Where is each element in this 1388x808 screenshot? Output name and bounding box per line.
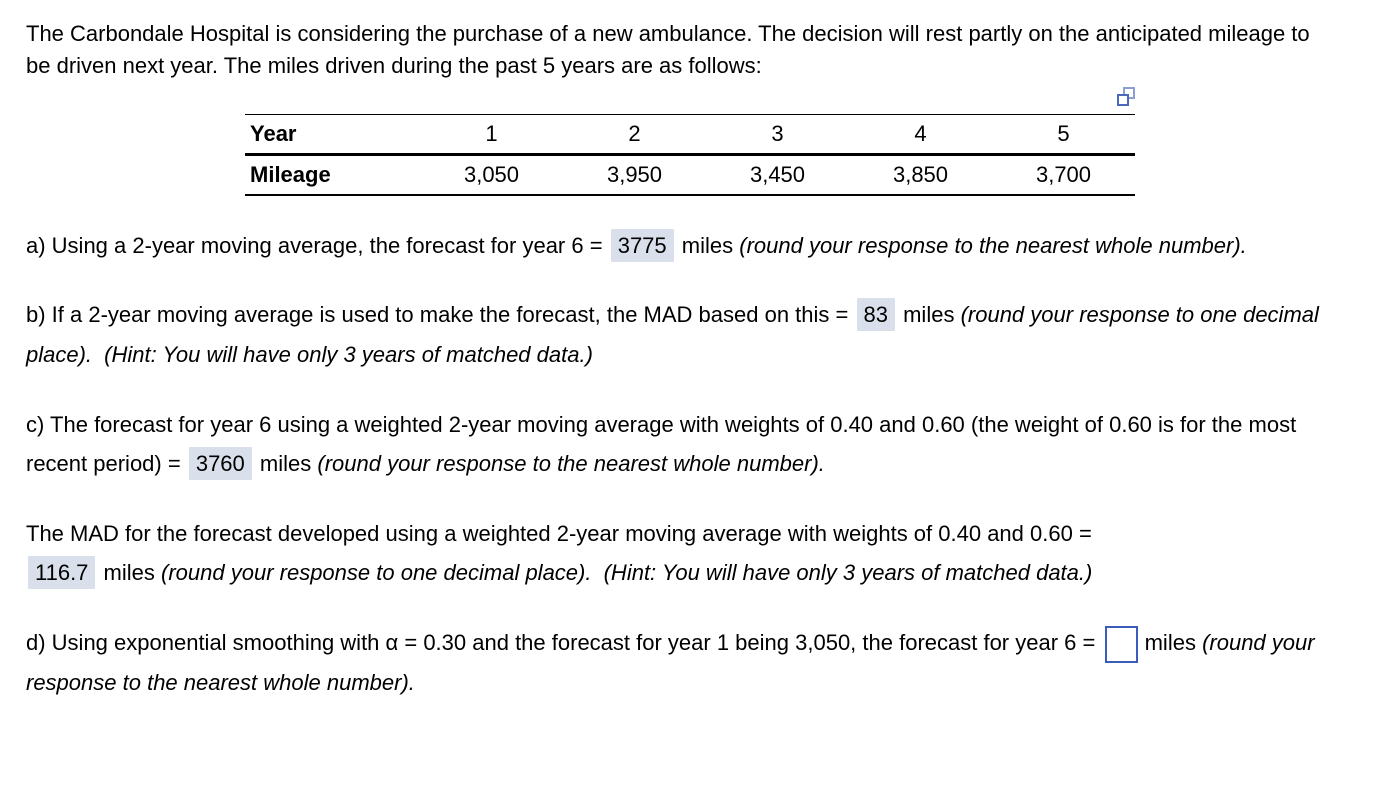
mileage-cell: 3,950 bbox=[606, 161, 663, 187]
part-d-text: d) Using exponential smoothing with α = … bbox=[26, 629, 1096, 655]
part-d: d) Using exponential smoothing with α = … bbox=[26, 623, 1360, 702]
year-cell: 4 bbox=[914, 120, 927, 146]
mileage-cell: 3,850 bbox=[892, 161, 949, 187]
part-b-hint: (Hint: You will have only 3 years of mat… bbox=[104, 341, 593, 367]
part-a-units: miles bbox=[681, 232, 734, 258]
problem-statement: The Carbondale Hospital is considering t… bbox=[26, 21, 1310, 78]
part-b-units: miles bbox=[903, 302, 955, 328]
part-c-mad-hint: (Hint: You will have only 3 years of mat… bbox=[603, 560, 1093, 586]
part-b-answer-input[interactable]: 83 bbox=[856, 298, 895, 332]
part-a-note: (round your response to the nearest whol… bbox=[739, 232, 1247, 258]
table-row-mileage: Mileage 3,050 3,950 3,450 3,850 3,700 bbox=[245, 154, 1135, 195]
homework-problem-page: The Carbondale Hospital is considering t… bbox=[26, 21, 1360, 702]
mileage-table: Year 1 2 3 4 5 Mileage 3,050 3,950 3,450… bbox=[245, 113, 1135, 196]
part-d-note: (round your response to the nearest whol… bbox=[26, 629, 1315, 695]
part-c-mad: The MAD for the forecast developed using… bbox=[26, 514, 1346, 593]
part-a: a) Using a 2-year moving average, the fo… bbox=[26, 226, 1346, 266]
part-d-units: miles bbox=[1144, 629, 1196, 655]
year-cell: 2 bbox=[628, 120, 641, 146]
mileage-cell: 3,700 bbox=[1035, 161, 1092, 187]
mileage-cell: 3,450 bbox=[749, 161, 806, 187]
part-a-text: a) Using a 2-year moving average, the fo… bbox=[26, 232, 603, 258]
part-c-units: miles bbox=[259, 451, 312, 477]
part-c-mad-answer-input[interactable]: 116.7 bbox=[28, 556, 96, 590]
part-b: b) If a 2-year moving average is used to… bbox=[26, 295, 1346, 374]
part-a-answer-input[interactable]: 3775 bbox=[610, 228, 674, 262]
mileage-table-block: Year 1 2 3 4 5 Mileage 3,050 3,950 3,450… bbox=[245, 86, 1135, 196]
part-d-answer-input[interactable] bbox=[1105, 625, 1139, 663]
part-c-text: c) The forecast for year 6 using a weigh… bbox=[26, 411, 1297, 477]
year-cell: 3 bbox=[771, 120, 784, 146]
part-c: c) The forecast for year 6 using a weigh… bbox=[26, 405, 1346, 484]
part-c-note: (round your response to the nearest whol… bbox=[317, 451, 825, 477]
part-b-note: (round your response to one decimal plac… bbox=[26, 302, 1319, 367]
mileage-cell: 3,050 bbox=[463, 161, 520, 187]
part-c-mad-units: miles bbox=[103, 560, 155, 586]
mileage-row-header: Mileage bbox=[250, 161, 331, 187]
year-cell: 1 bbox=[485, 120, 498, 146]
part-b-text: b) If a 2-year moving average is used to… bbox=[26, 302, 849, 328]
year-cell: 5 bbox=[1057, 120, 1070, 146]
part-c-mad-note: (round your response to one decimal plac… bbox=[161, 560, 592, 586]
part-c-mad-text: The MAD for the forecast developed using… bbox=[26, 520, 1092, 546]
part-c-answer-input[interactable]: 3760 bbox=[188, 447, 252, 481]
copy-table-icon[interactable] bbox=[1115, 86, 1137, 108]
table-row-year: Year 1 2 3 4 5 bbox=[245, 114, 1135, 155]
year-row-header: Year bbox=[250, 120, 297, 146]
